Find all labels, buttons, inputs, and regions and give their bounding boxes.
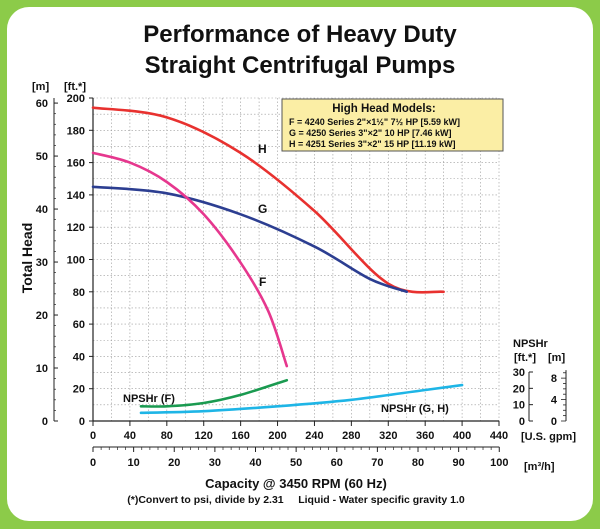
npshr-label-f: NPSHr (F) [123, 393, 175, 405]
npshr-label-gh: NPSHr (G, H) [381, 403, 449, 415]
y-axis-label: Total Head [19, 223, 35, 294]
y-tick-label: 100 [67, 255, 85, 267]
x-tick-label: 0 [90, 430, 96, 442]
npshr-m-tick-label: 8 [551, 373, 557, 385]
y-tick-label: 40 [73, 351, 85, 363]
y-m-tick-label: 40 [36, 204, 48, 216]
series-lines [91, 106, 464, 415]
x-tick-label: 40 [124, 430, 136, 442]
chart-title-line2: Straight Centrifugal Pumps [145, 52, 456, 79]
y-tick-label: 140 [67, 190, 85, 202]
x-tick-label: 160 [231, 430, 249, 442]
legend-line-g: G = 4250 Series 3"×2" 10 HP [7.46 kW] [289, 128, 451, 138]
legend-line-f: F = 4240 Series 2"×1½" 7½ HP [5.59 kW] [289, 117, 460, 127]
x-m3h-tick-label: 10 [128, 457, 140, 469]
npshr-ft-tick-label: 20 [513, 383, 525, 395]
x-tick-label: 360 [416, 430, 434, 442]
legend-line-h: H = 4251 Series 3"×2" 15 HP [11.19 kW] [289, 139, 455, 149]
y-tick-label: 80 [73, 287, 85, 299]
y-unit-m: [m] [32, 81, 49, 93]
x-m3h-tick-label: 0 [90, 457, 96, 469]
x-m3h-tick-label: 70 [371, 457, 383, 469]
x-axis-label: Capacity @ 3450 RPM (60 Hz) [205, 476, 387, 491]
y-tick-label: 180 [67, 125, 85, 137]
x-tick-label: 200 [268, 430, 286, 442]
x-unit-gpm: [U.S. gpm] [521, 431, 576, 443]
y-tick-label: 0 [79, 416, 85, 428]
npshr-ft-tick-label: 30 [513, 367, 525, 379]
legend-title: High Head Models: [332, 103, 436, 115]
x-tick-label: 240 [305, 430, 323, 442]
x-m3h-tick-label: 60 [331, 457, 343, 469]
x-m3h-tick-label: 100 [490, 457, 508, 469]
x-tick-label: 120 [195, 430, 213, 442]
x-tick-label: 400 [453, 430, 471, 442]
series-line-g [91, 185, 408, 294]
y-m-tick-label: 30 [36, 257, 48, 269]
x-tick-label: 440 [490, 430, 508, 442]
y-tick-label: 20 [73, 384, 85, 396]
chart-panel [7, 7, 593, 521]
x-unit-m3h: [m³/h] [524, 461, 555, 473]
x-tick-label: 320 [379, 430, 397, 442]
y-unit-ft: [ft.*] [64, 81, 86, 93]
npshr-line-f [139, 378, 289, 408]
y-tick-label: 120 [67, 222, 85, 234]
npshr-ft-tick-label: 0 [519, 416, 525, 428]
npshr-line-gh [139, 383, 464, 415]
footnote: (*)Convert to psi, divide by 2.31 Liquid… [127, 494, 465, 506]
npshr-unit-ft: [ft.*] [514, 352, 536, 364]
axes [53, 97, 567, 452]
legend-box: High Head Models: F = 4240 Series 2"×1½"… [281, 98, 504, 152]
npshr-ft-tick-label: 10 [513, 400, 525, 412]
y-tick-label: 200 [67, 93, 85, 105]
npshr-unit-m: [m] [548, 352, 565, 364]
series-line-h [91, 106, 445, 294]
y-tick-label: 160 [67, 158, 85, 170]
x-m3h-tick-label: 20 [168, 457, 180, 469]
chart-title-line1: Performance of Heavy Duty [143, 21, 457, 48]
y-m-tick-label: 60 [36, 98, 48, 110]
series-label-h: H [258, 142, 267, 156]
x-tick-label: 280 [342, 430, 360, 442]
y-m-tick-label: 10 [36, 363, 48, 375]
npshr-m-tick-label: 0 [551, 416, 557, 428]
y-tick-label: 60 [73, 319, 85, 331]
npshr-axis-title: NPSHr [513, 338, 549, 350]
x-m3h-tick-label: 80 [412, 457, 424, 469]
series-label-f: F [259, 275, 266, 289]
grid [92, 97, 500, 422]
series-line-f [91, 151, 289, 368]
x-m3h-tick-label: 50 [290, 457, 302, 469]
tick-labels: 0 40 80 120 160 200 240 280 320 360 400 44002040608… [36, 93, 558, 469]
x-m3h-tick-label: 90 [453, 457, 465, 469]
series-label-g: G [258, 202, 267, 216]
y-m-tick-label: 20 [36, 310, 48, 322]
npshr-m-tick-label: 4 [551, 395, 558, 407]
x-tick-label: 80 [161, 430, 173, 442]
y-m-tick-label: 50 [36, 151, 48, 163]
x-m3h-tick-label: 30 [209, 457, 221, 469]
y-m-tick-label: 0 [42, 416, 48, 428]
x-m3h-tick-label: 40 [249, 457, 261, 469]
